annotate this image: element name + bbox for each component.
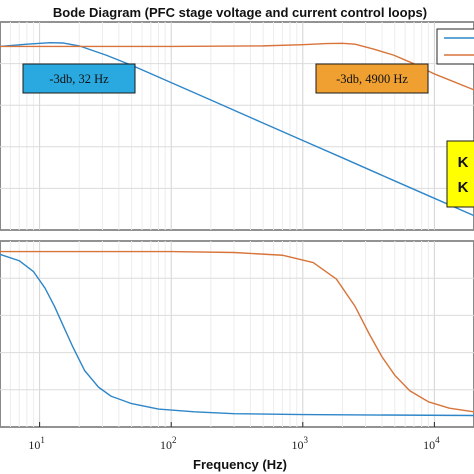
annotation-yellow: K K [446, 140, 474, 208]
legend [436, 28, 474, 65]
annotation-orange: -3db, 4900 Hz [315, 63, 429, 94]
annotation-blue: -3db, 32 Hz [22, 63, 136, 94]
legend-box [436, 28, 474, 65]
chart-title: Bode Diagram (PFC stage voltage and curr… [53, 5, 427, 20]
annotation-blue-text: -3db, 32 Hz [49, 72, 109, 86]
phase-grid [0, 241, 474, 427]
annotation-yellow-text-2: K [458, 179, 469, 196]
annotation-blue-box [22, 63, 136, 94]
series-line-2 [0, 250, 474, 413]
phase-series [0, 250, 474, 417]
magnitude-grid [0, 22, 474, 230]
x-tick-label: 102 [160, 435, 177, 452]
magnitude-panel-frame [0, 21, 474, 231]
x-tick-label: 101 [28, 435, 45, 452]
x-tick-label: 104 [423, 435, 440, 452]
x-axis-label: Frequency (Hz) [193, 457, 287, 472]
annotation-yellow-box [446, 140, 474, 208]
annotation-orange-box [315, 63, 429, 94]
phase-panel-frame [0, 240, 474, 428]
x-tick-labels: 101 102 103 104 [28, 422, 440, 452]
x-tick-label: 103 [292, 435, 309, 452]
annotation-yellow-text-1: K [458, 154, 469, 171]
series-line-1 [0, 253, 474, 417]
annotation-orange-text: -3db, 4900 Hz [336, 72, 408, 86]
series-line-1 [0, 42, 474, 217]
